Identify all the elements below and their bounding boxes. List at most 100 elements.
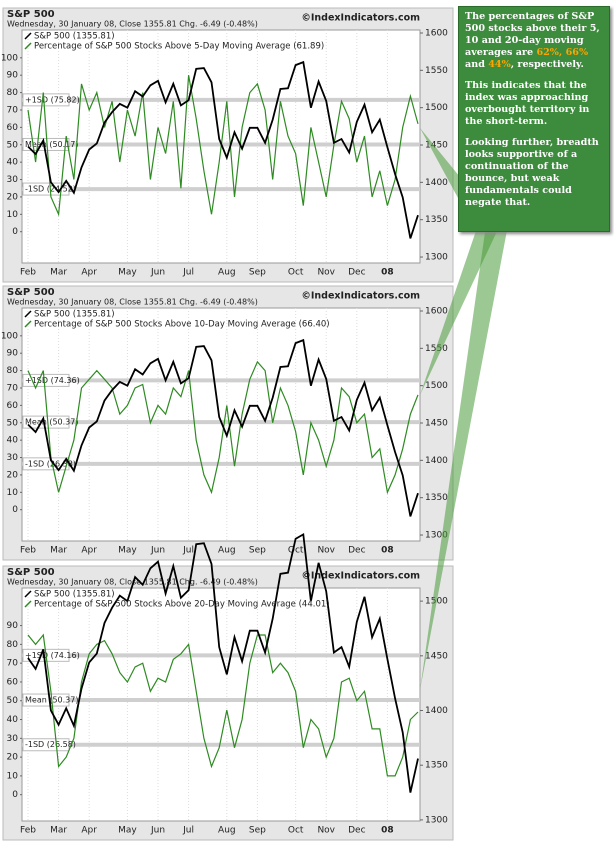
y-tick-label: 30 (7, 175, 19, 185)
y2-tick-label: 1300 (425, 531, 448, 541)
plot-area (21, 587, 421, 822)
y2-tick-label: 1600 (425, 306, 448, 316)
y2-tick-label: 1350 (425, 215, 448, 225)
x-tick-label: Aug (218, 826, 236, 836)
legend-label: Percentage of S&P 500 Stocks Above 10-Da… (34, 320, 330, 330)
x-tick-label: Oct (288, 546, 304, 556)
y-tick-label: 30 (7, 453, 19, 463)
series-line (27, 532, 419, 793)
reference-label-box (22, 693, 70, 707)
x-tick-label: Feb (20, 826, 36, 836)
callout-text: Looking further, breadth looks supportiv… (465, 137, 599, 208)
y-tick-label: 70 (7, 659, 19, 669)
x-tick-label: Aug (218, 546, 236, 556)
legend-label: S&P 500 (1355.81) (34, 590, 115, 600)
reference-label: Mean (50.37) (25, 418, 78, 427)
x-tick-label: 08 (381, 546, 394, 556)
y-tick-label: 0 (12, 790, 18, 800)
y-tick-label: 70 (7, 383, 19, 393)
y2-tick-label: 1550 (425, 66, 448, 76)
x-tick-label: Oct (288, 268, 304, 278)
reference-label: -1SD (26.58) (25, 740, 76, 749)
x-tick-label: Mar (50, 268, 67, 278)
y2-tick-label: 1600 (425, 28, 448, 38)
chart-subtitle: Wednesday, 30 January 08, Close 1355.81 … (7, 20, 258, 29)
series-line (27, 338, 419, 517)
legend-label: Percentage of S&P 500 Stocks Above 20-Da… (34, 600, 330, 610)
reference-label: +1SD (74.36) (25, 376, 80, 385)
legend-swatch (24, 32, 32, 40)
y2-tick-label: 1300 (425, 815, 448, 825)
highlight: 44% (488, 59, 511, 70)
text: and (465, 59, 489, 70)
y-tick-label: 40 (7, 158, 19, 168)
y2-tick-label: 1400 (425, 706, 448, 716)
y-tick-label: 50 (7, 696, 19, 706)
x-tick-label: May (118, 826, 137, 836)
y-tick-label: 80 (7, 88, 19, 98)
x-tick-label: Jun (150, 546, 165, 556)
y2-tick-label: 1450 (425, 651, 448, 661)
x-tick-label: Jul (182, 546, 194, 556)
x-tick-label: Aug (218, 268, 236, 278)
y-tick-label: 60 (7, 123, 19, 133)
x-tick-label: Jul (182, 268, 194, 278)
y-tick-label: 10 (7, 488, 19, 498)
reference-label: Mean (50.17) (25, 140, 78, 149)
reference-label: -1SD (26.38) (25, 459, 76, 468)
x-tick-label: Dec (348, 268, 365, 278)
y2-tick-label: 1300 (425, 253, 448, 263)
x-tick-label: Apr (81, 546, 97, 556)
y-tick-label: 20 (7, 192, 19, 202)
reference-label-box (22, 93, 70, 107)
x-tick-label: Nov (317, 268, 335, 278)
highlight: 62% (536, 47, 559, 58)
y-tick-label: 50 (7, 418, 19, 428)
series-line (27, 633, 419, 777)
y-tick-label: 10 (7, 210, 19, 220)
x-tick-label: Nov (317, 826, 335, 836)
x-tick-label: 08 (381, 826, 394, 836)
y2-tick-label: 1400 (425, 456, 448, 466)
callout: The percentages of S&P 500 stocks above … (458, 6, 610, 232)
x-tick-label: Mar (50, 826, 67, 836)
chart-title: S&P 500 (7, 567, 55, 578)
legend-label: Percentage of S&P 500 Stocks Above 5-Day… (34, 42, 324, 52)
chart-title: S&P 500 (7, 287, 55, 298)
x-tick-label: May (118, 546, 137, 556)
y2-tick-label: 1450 (425, 419, 448, 429)
y-tick-label: 30 (7, 734, 19, 744)
legend-swatch (24, 310, 32, 318)
chart-source: ©IndexIndicators.com (301, 291, 420, 302)
y-tick-label: 0 (12, 227, 18, 237)
x-tick-label: Feb (20, 268, 36, 278)
highlight: 66% (565, 47, 589, 58)
legend-label: S&P 500 (1355.81) (34, 310, 115, 320)
reference-label: +1SD (74.16) (25, 651, 80, 660)
y2-tick-label: 1400 (425, 178, 448, 188)
reference-label-box (22, 415, 70, 429)
y-tick-label: 40 (7, 715, 19, 725)
y2-tick-label: 1350 (425, 761, 448, 771)
x-tick-label: Feb (20, 546, 36, 556)
x-tick-label: Jun (150, 268, 165, 278)
legend-label: S&P 500 (1355.81) (34, 32, 115, 42)
x-tick-label: Nov (317, 546, 335, 556)
y2-tick-label: 1500 (425, 381, 448, 391)
chart-subtitle: Wednesday, 30 January 08, Close 1355.81 … (7, 578, 258, 587)
series-line (27, 360, 419, 495)
text: , respectively. (510, 59, 584, 70)
x-tick-label: May (118, 268, 137, 278)
y-tick-label: 90 (7, 621, 19, 631)
legend-swatch (24, 320, 32, 328)
x-tick-label: Jun (150, 826, 165, 836)
x-tick-label: Mar (50, 546, 67, 556)
chart-source: ©IndexIndicators.com (301, 571, 420, 582)
y-tick-label: 60 (7, 677, 19, 687)
y-tick-label: 20 (7, 753, 19, 763)
chart-source: ©IndexIndicators.com (301, 13, 420, 24)
